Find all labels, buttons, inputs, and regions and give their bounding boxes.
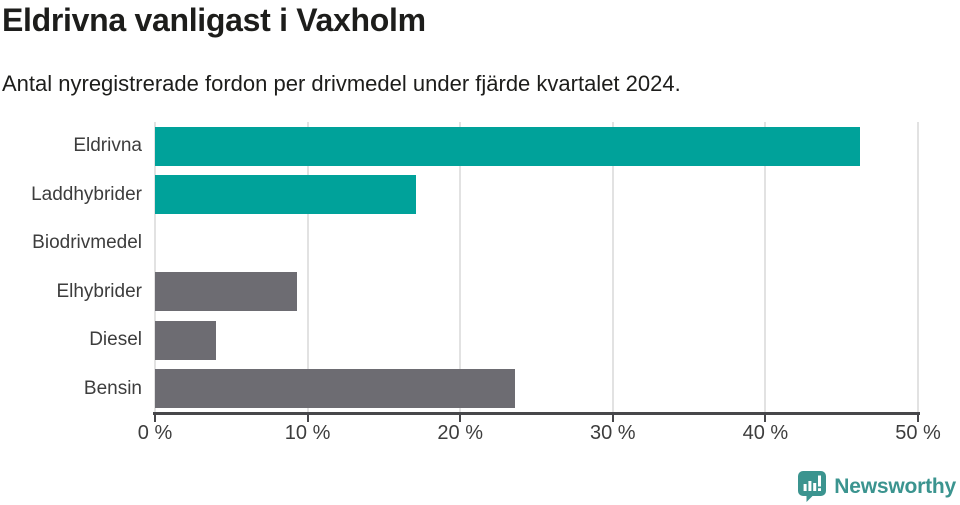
newsworthy-icon [798,471,827,502]
x-tick-label: 50 % [895,422,941,444]
x-tick-label: 10 % [284,422,331,444]
bar-row [155,365,918,414]
gridline [154,122,156,413]
bar-row [155,122,918,171]
brand-name: Newsworthy [834,474,956,498]
category-label: Bensin [83,377,142,399]
x-tick-label: 0 % [137,422,173,444]
x-tick-label: 20 % [437,422,483,444]
bar-diesel [155,320,217,360]
category-label: Elhybrider [56,280,142,302]
bar-row [155,171,918,220]
gridline [764,122,767,413]
category-label: Laddhybrider [31,183,142,205]
page-subtitle: Antal nyregistrerade fordon per drivmede… [2,71,681,96]
gridline [611,122,614,413]
bar-elhybrider [155,272,297,312]
category-label: Diesel [89,329,142,351]
category-label: Eldrivna [73,135,142,157]
category-label: Biodrivmedel [32,232,142,254]
axis-tick [459,415,462,422]
axis-tick [611,415,614,422]
plot-area: 0 % 10 % 20 % 30 % 40 % 50 % [138,122,941,444]
bar-bensin [155,369,516,409]
x-tick-label: 30 % [590,422,636,444]
gridline [459,122,462,413]
axis-ticks [154,122,919,422]
brand-logo[interactable]: Newsworthy [798,471,956,502]
bar-row [155,268,918,317]
gridline [306,122,309,413]
gridline [917,122,919,413]
x-axis-line [153,412,920,415]
axis-tick [154,415,156,422]
gridlines [154,122,919,413]
x-tick-label: 40 % [742,422,789,444]
axis-tick [764,415,767,422]
bar-row [155,316,918,365]
bars [155,122,918,413]
x-axis-labels: 0 % 10 % 20 % 30 % 40 % 50 % [138,122,941,444]
bar-eldrivna [155,126,860,166]
axis-tick [917,415,919,422]
bar-laddhybrider [155,175,416,215]
page-title: Eldrivna vanligast i Vaxholm [2,2,426,38]
axis-tick [306,415,309,422]
y-axis-labels: Eldrivna Laddhybrider Biodrivmedel Elhybrid… [0,122,155,413]
